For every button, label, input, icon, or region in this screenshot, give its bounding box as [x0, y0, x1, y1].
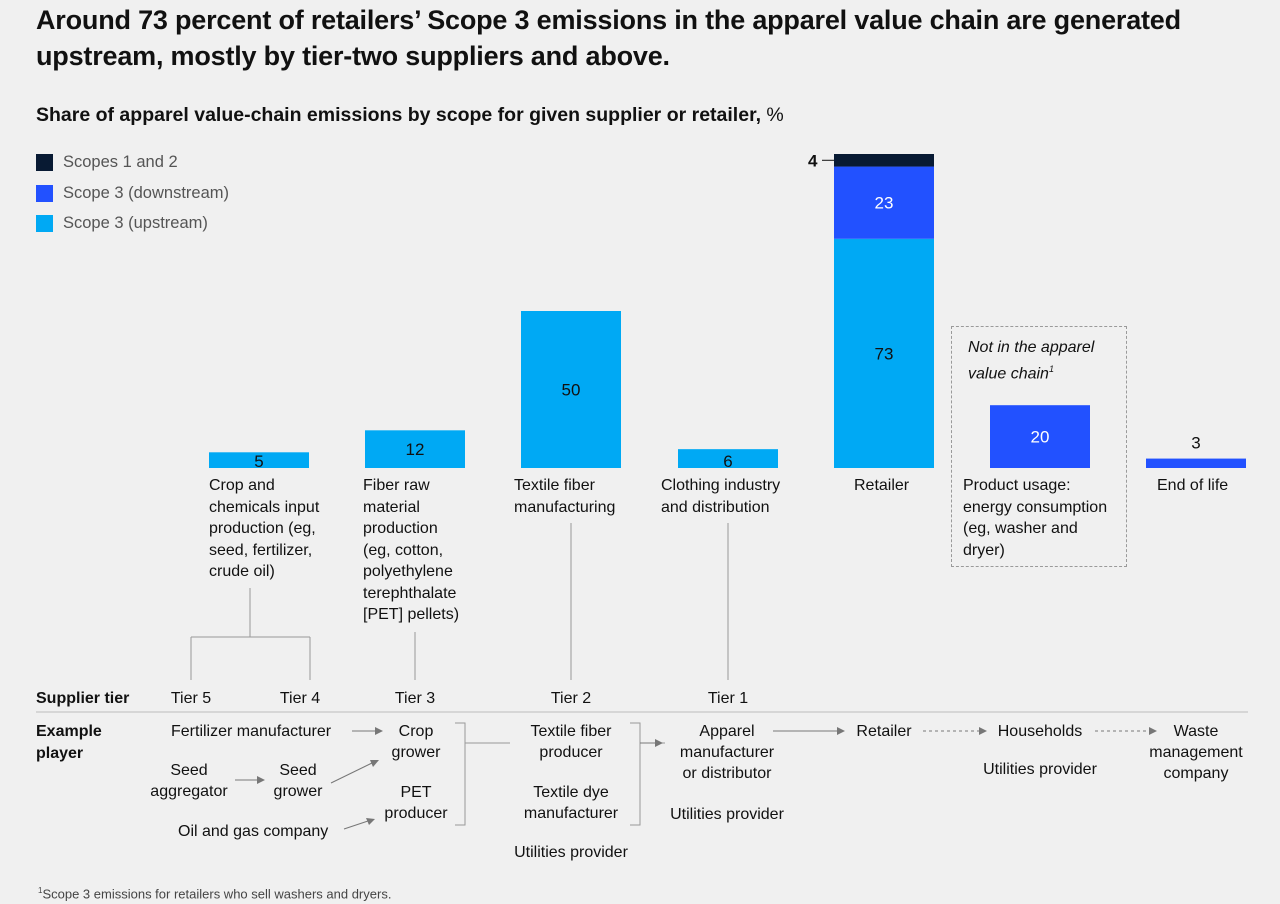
player-fertilizer-manufacturer: Fertilizer manufacturer: [171, 723, 332, 740]
legend-item-scope3-upstream: Scope 3 (upstream): [36, 214, 208, 233]
bar-value-label: 50: [562, 381, 581, 400]
category-label: Clothing industry and distribution: [661, 477, 781, 516]
player-oil-gas-company: Oil and gas company: [178, 823, 329, 840]
legend-item-scope3-downstream: Scope 3 (downstream): [36, 184, 229, 203]
player-households: Households: [997, 723, 1083, 740]
legend-item-scopes-1-2: Scopes 1 and 2: [36, 153, 178, 172]
bar-value-label: 4: [808, 151, 818, 170]
legend-label: Scopes 1 and 2: [63, 153, 178, 171]
player-utilities-provider-households: Utilities provider: [983, 761, 1097, 778]
player-textile-dye-manufacturer: Textile dye manufacturer: [523, 784, 619, 822]
footnote: 1Scope 3 emissions for retailers who sel…: [38, 886, 391, 901]
bar-value-label: 5: [254, 452, 263, 471]
player-pet-producer: PET producer: [384, 784, 448, 822]
bar-value-label: 12: [406, 440, 425, 459]
player-textile-fiber-producer: Textile fiber producer: [530, 723, 612, 761]
bar-segment: [365, 430, 465, 468]
bar-value-label: 6: [723, 452, 732, 471]
tier-1: Tier 1: [707, 690, 749, 707]
player-utilities-provider-tier2: Utilities provider: [514, 844, 628, 861]
legend-swatch: [36, 215, 53, 232]
bar-segment: [834, 238, 934, 468]
bar-segment: [1146, 458, 1246, 468]
not-in-value-chain-annotation: Not in the apparel value chain1: [968, 337, 1118, 384]
example-player-label: Example player: [36, 721, 102, 765]
category-label: Fiber raw material production (eg, cotton, p…: [363, 477, 460, 623]
bar-segment: [834, 166, 934, 239]
tier-5: Tier 5: [170, 690, 212, 707]
supplier-tier-label: Supplier tier: [36, 690, 130, 707]
bar-segment: [521, 311, 621, 468]
annotation-line: Not in the apparel: [968, 339, 1095, 356]
player-utilities-provider-tier1: Utilities provider: [670, 806, 784, 823]
category-label: Crop and chemicals input production (eg, se…: [209, 477, 320, 580]
player-seed-aggregator: Seed aggregator: [150, 762, 228, 800]
footnote-text: Scope 3 emissions for retailers who sell…: [42, 886, 392, 902]
example-player-line: player: [36, 745, 84, 762]
bar-segment: [678, 449, 778, 468]
player-crop-grower: Crop grower: [391, 723, 441, 761]
supply-connectors: [36, 523, 1248, 826]
category-label: Textile fiber manufacturing: [514, 477, 616, 516]
chart-subtitle: Share of apparel value-chain emissions b…: [36, 104, 784, 127]
player-retailer: Retailer: [856, 723, 912, 740]
bar-value-label: 3: [1191, 434, 1200, 453]
legend-label: Scope 3 (downstream): [63, 184, 229, 202]
legend-label: Scope 3 (upstream): [63, 214, 208, 232]
footnote-marker: 1: [1048, 363, 1054, 374]
legend-swatch: [36, 154, 53, 171]
player-apparel-manufacturer: Apparel manufacturer or distributor: [679, 723, 775, 782]
not-in-value-chain-box: [951, 326, 1127, 567]
subtitle-unit: %: [766, 104, 784, 126]
tier-2: Tier 2: [550, 690, 592, 707]
bar-value-label: 73: [875, 344, 894, 363]
legend-swatch: [36, 185, 53, 202]
footnote-marker: 1: [38, 886, 43, 895]
tier-3: Tier 3: [394, 690, 436, 707]
tier-4: Tier 4: [279, 690, 321, 707]
bar-value-label: 20: [1031, 428, 1050, 447]
flow-arrows: [235, 727, 1157, 830]
player-seed-grower: Seed grower: [273, 762, 323, 800]
player-waste-management: Waste management company: [1149, 723, 1243, 782]
subtitle-text: Share of apparel value-chain emissions b…: [36, 104, 761, 126]
bar-segment: [834, 154, 934, 167]
category-label: End of life: [1157, 477, 1229, 494]
annotation-line: value chain: [968, 364, 1049, 382]
bracket-tier2: [630, 722, 641, 826]
bracket-tier3: [455, 722, 466, 826]
chart-title: Around 73 percent of retailers’ Scope 3 …: [36, 5, 1181, 71]
bar-segment: [209, 452, 309, 468]
category-label: Product usage: energy consumption (eg, was…: [963, 477, 1108, 559]
example-player-line: Example: [36, 723, 102, 740]
category-label: Retailer: [854, 477, 910, 494]
bars-group: 5 12 50 6 73 23 4 20 3: [209, 151, 1246, 471]
bar-segment: [990, 405, 1090, 468]
bar-value-label: 23: [875, 194, 894, 213]
